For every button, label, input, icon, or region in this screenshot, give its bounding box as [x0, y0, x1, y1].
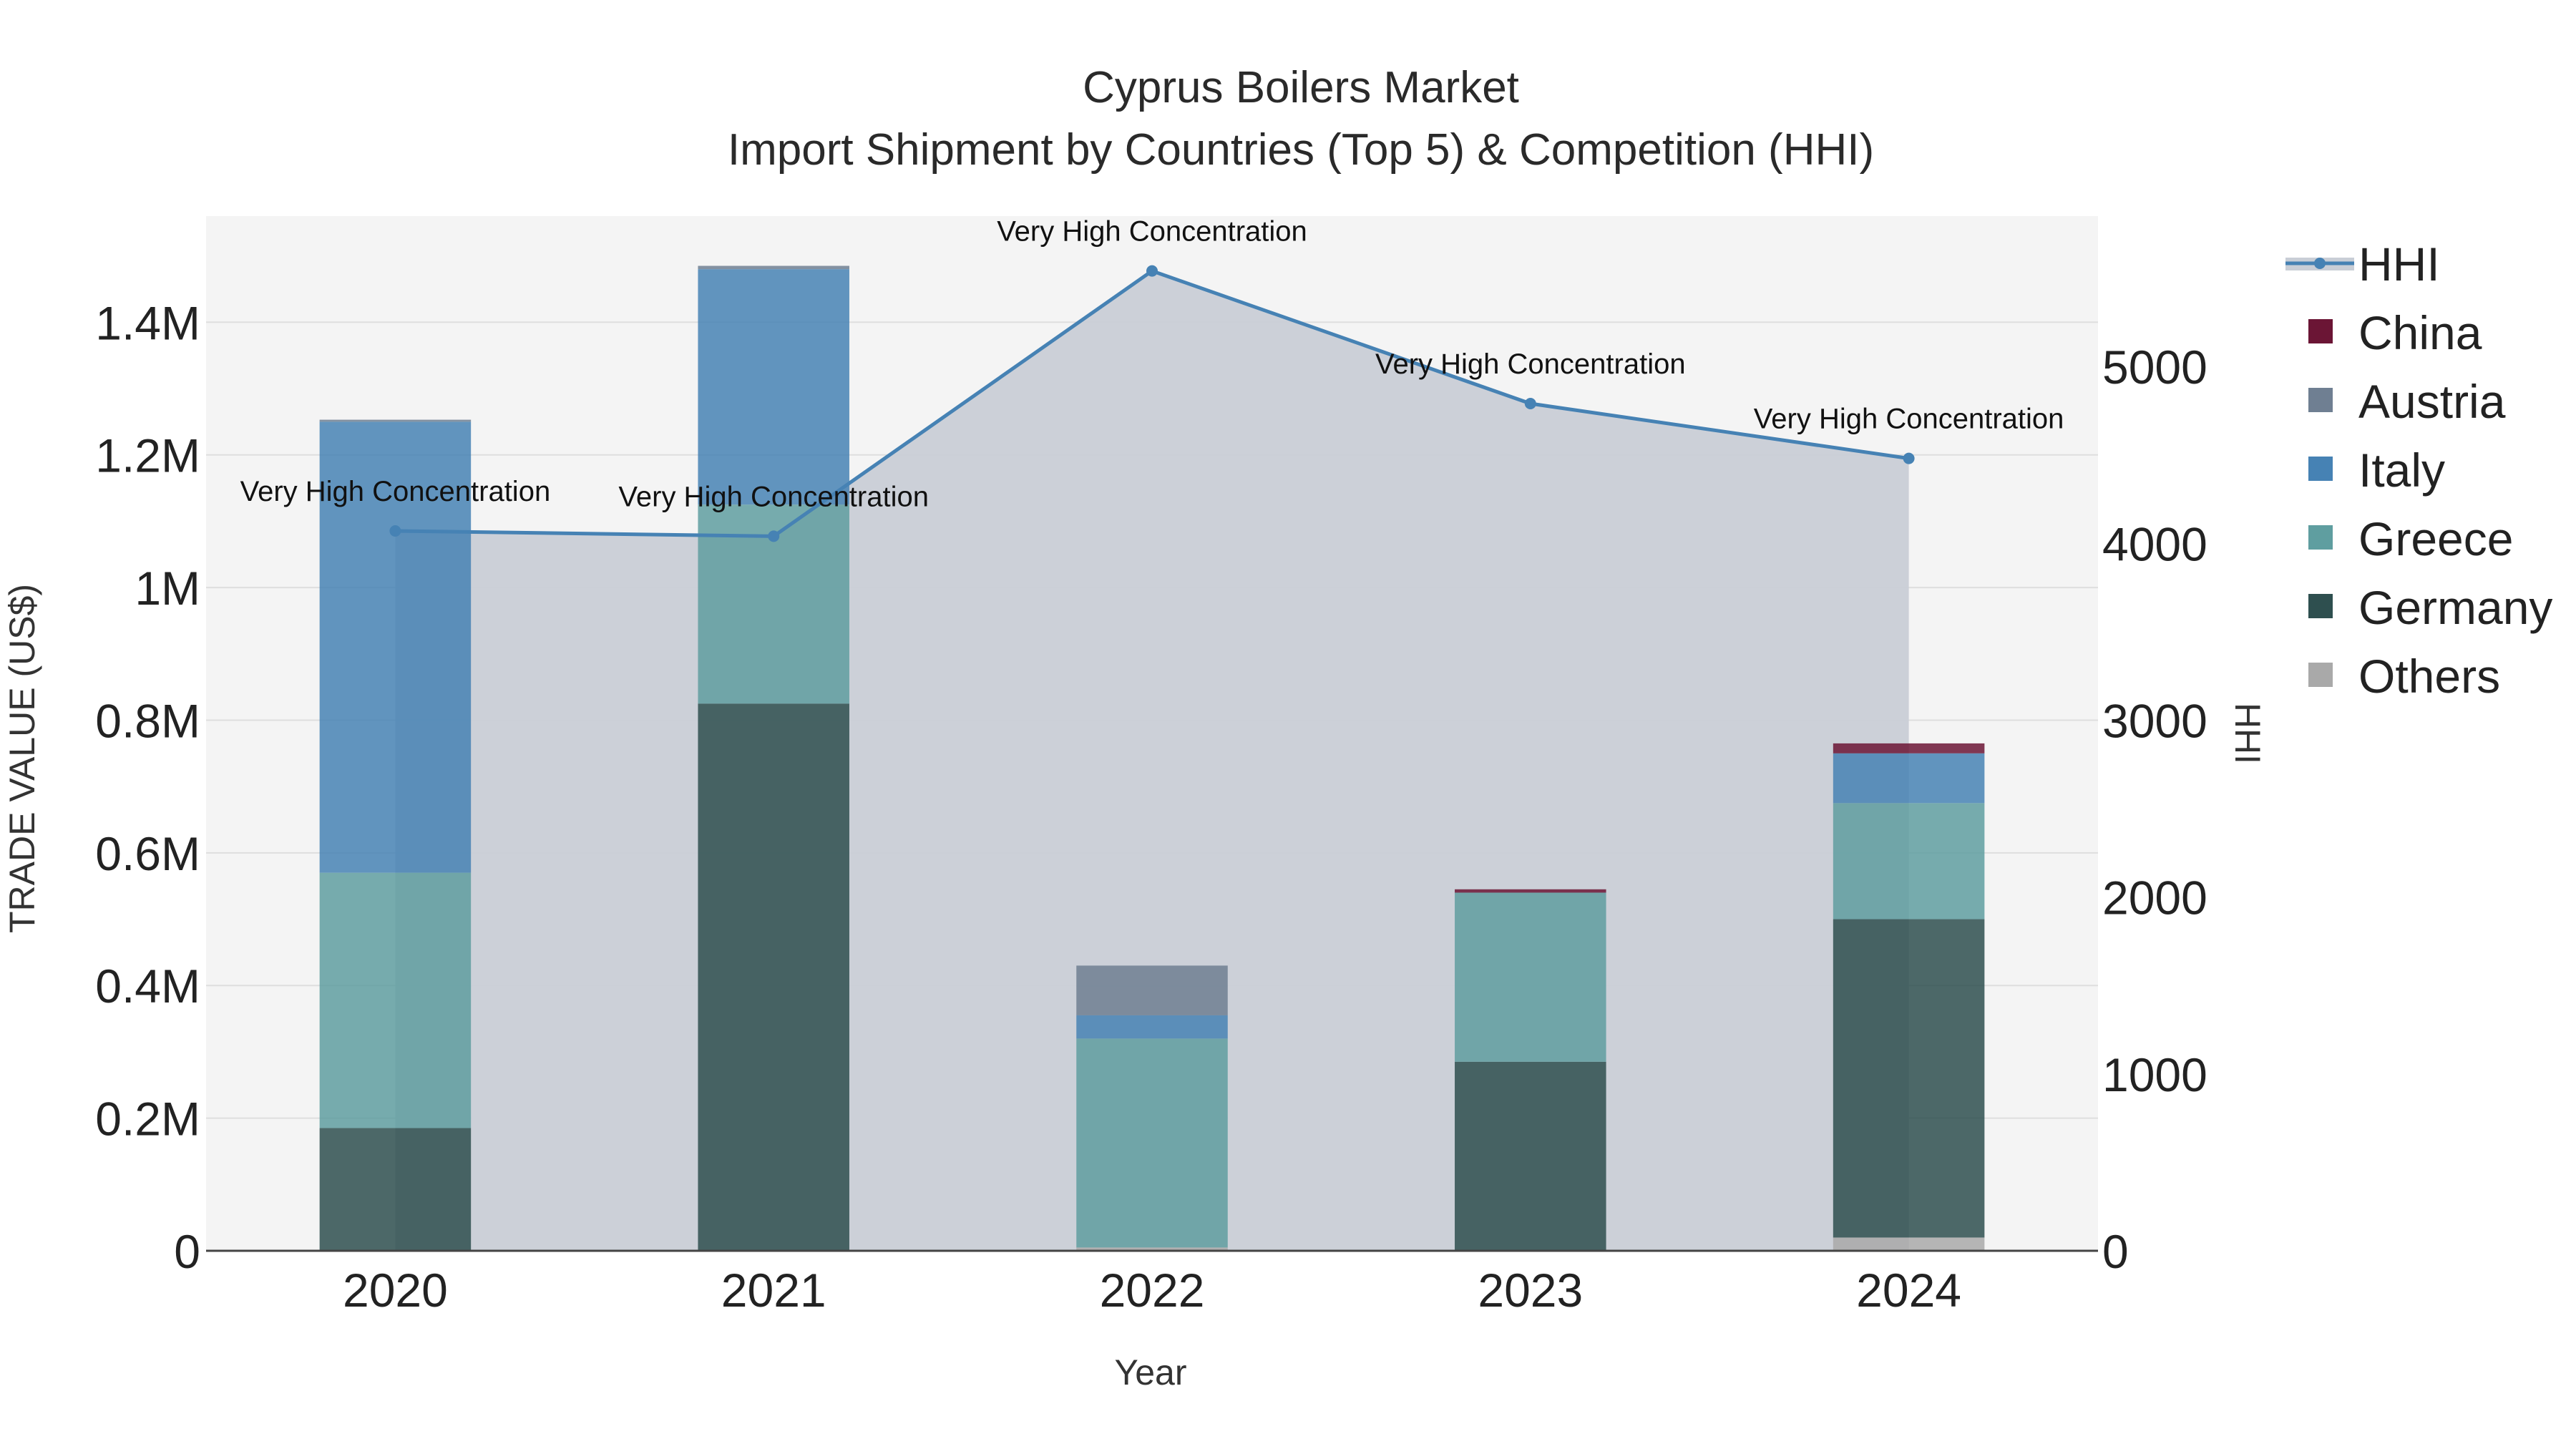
legend-label-china: China [2358, 306, 2482, 359]
legend-swatch-others [2308, 663, 2333, 687]
y2-tick-label: 0 [2102, 1225, 2129, 1278]
bar-italy-2021 [698, 269, 849, 505]
hhi-annotation-2020: Very High Concentration [240, 476, 551, 507]
hhi-annotation-2024: Very High Concentration [1754, 404, 2064, 435]
hhi-point-2020 [389, 525, 401, 537]
legend-item-greece: Greece [2308, 512, 2513, 565]
hhi-annotation-2022: Very High Concentration [997, 216, 1307, 248]
bar-germany-2020 [319, 1128, 472, 1251]
bar-austria-2022 [1076, 965, 1228, 1015]
y-tick-label: 1M [135, 562, 200, 615]
legend-item-germany: Germany [2308, 581, 2552, 634]
bar-others-2024 [1833, 1237, 1985, 1251]
legend-item-others: Others [2308, 650, 2500, 703]
bar-italy-2022 [1076, 1015, 1228, 1039]
legend-item-italy: Italy [2308, 444, 2445, 497]
hhi-point-2023 [1524, 398, 1536, 410]
y-tick-label: 0.4M [95, 960, 200, 1013]
annotations: Very High Concentration Very High Concent… [240, 216, 2064, 513]
y-tick-label: 1.2M [95, 429, 200, 482]
y-tick-label: 0 [174, 1225, 200, 1278]
chart-title: Cyprus Boilers Market [1083, 63, 1519, 112]
legend-item-hhi: HHI [2285, 238, 2440, 291]
legend-label-hhi: HHI [2358, 238, 2440, 291]
chart-subtitle: Import Shipment by Countries (Top 5) & C… [728, 125, 1874, 175]
bar-italy-2024 [1833, 753, 1985, 804]
bar-china-2023 [1455, 889, 1606, 893]
bar-china-2024 [1833, 743, 1985, 753]
hhi-point-2022 [1146, 265, 1158, 277]
hhi-annotation-2023: Very High Concentration [1375, 348, 1686, 380]
bar-others-2022 [1076, 1247, 1228, 1251]
y-tick-label: 1.4M [95, 296, 200, 349]
y-tick-label: 0.2M [95, 1093, 200, 1146]
x-tick-label: 2024 [1856, 1264, 1961, 1317]
legend-label-others: Others [2358, 650, 2500, 703]
y-axis-title: TRADE VALUE (US$) [2, 584, 42, 933]
bar-germany-2024 [1833, 919, 1985, 1238]
bar-austria-2020 [319, 419, 472, 422]
y2-tick-label: 3000 [2102, 694, 2207, 747]
y2-axis-title: HHI [2228, 703, 2268, 764]
x-tick-label: 2023 [1478, 1264, 1583, 1317]
legend: HHI China Austria Italy Greece Germany Others [2285, 238, 2552, 703]
bar-germany-2021 [698, 703, 849, 1251]
bar-greece-2020 [319, 872, 472, 1128]
hhi-line [389, 265, 1915, 542]
legend-swatch-austria [2308, 388, 2333, 412]
legend-label-greece: Greece [2358, 512, 2513, 565]
y-tick-label: 0.8M [95, 694, 200, 747]
y-tick-label: 0.6M [95, 827, 200, 880]
x-tick-label: 2022 [1100, 1264, 1205, 1317]
x-axis-title: Year [1114, 1352, 1186, 1392]
bar-greece-2023 [1455, 892, 1606, 1062]
bar-italy-2020 [319, 421, 472, 873]
bars [319, 265, 1985, 1251]
hhi-point-2024 [1903, 452, 1915, 464]
bar-germany-2023 [1455, 1061, 1606, 1251]
legend-label-italy: Italy [2358, 444, 2445, 497]
bar-greece-2024 [1833, 803, 1985, 919]
bar-austria-2021 [698, 265, 849, 270]
legend-hhi-marker [2314, 258, 2326, 269]
legend-item-austria: Austria [2308, 375, 2506, 428]
y2-tick-label: 2000 [2102, 872, 2207, 924]
legend-swatch-greece [2308, 525, 2333, 550]
legend-label-austria: Austria [2358, 375, 2506, 428]
y2-tick-label: 5000 [2102, 341, 2207, 394]
hhi-annotation-2021: Very High Concentration [618, 481, 929, 512]
legend-swatch-china [2308, 319, 2333, 343]
y2-tick-label: 1000 [2102, 1048, 2207, 1101]
legend-item-china: China [2308, 306, 2482, 359]
legend-swatch-italy [2308, 457, 2333, 481]
legend-swatch-germany [2308, 594, 2333, 618]
x-tick-label: 2021 [721, 1264, 826, 1317]
legend-label-germany: Germany [2358, 581, 2552, 634]
axes: 0 0.2M 0.4M 0.6M 0.8M 1M 1.2M 1.4M 0 1000 2000 3000… [95, 296, 2207, 1317]
bar-greece-2022 [1076, 1038, 1228, 1248]
hhi-point-2021 [768, 530, 780, 542]
x-tick-label: 2020 [343, 1264, 448, 1317]
y2-tick-label: 4000 [2102, 517, 2207, 570]
